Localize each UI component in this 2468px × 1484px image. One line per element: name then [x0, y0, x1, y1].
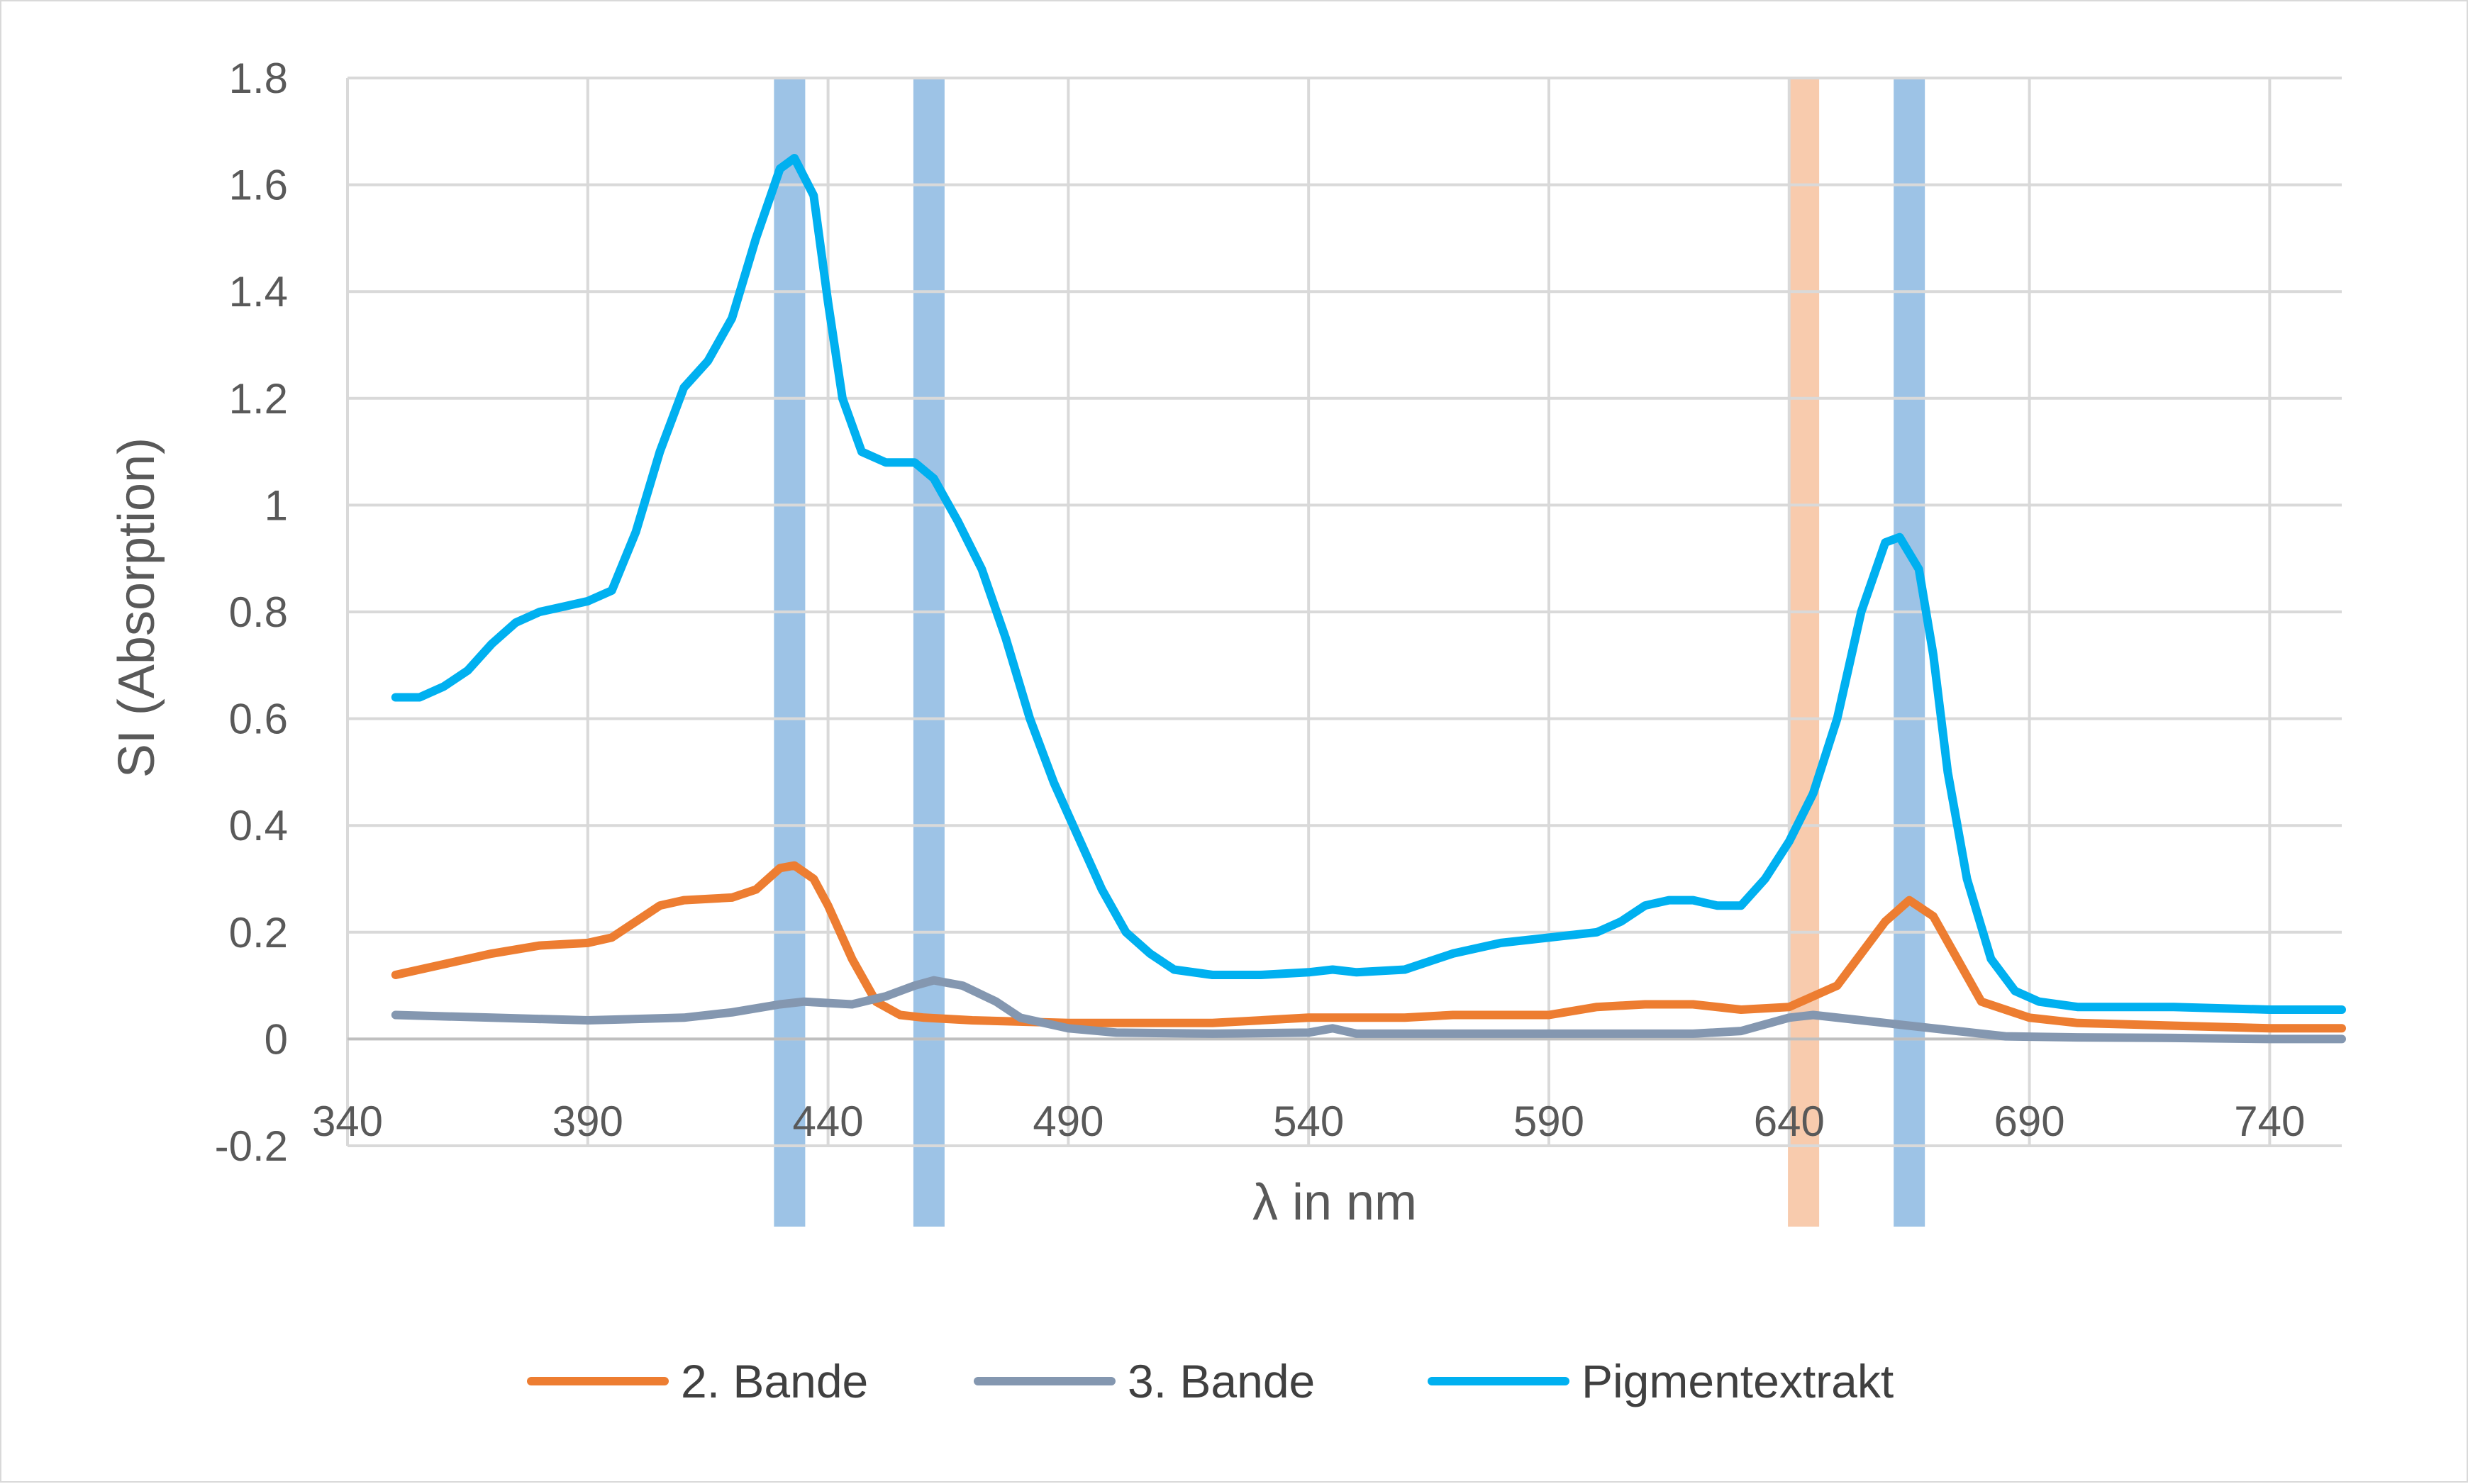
y-tick-label: 1.8 [229, 55, 288, 102]
series-line-1 [391, 976, 2346, 1044]
x-tick-label: 690 [1994, 1098, 2065, 1145]
y-tick-label: 0 [265, 1015, 288, 1063]
highlight-bands [774, 77, 1925, 1227]
series-line-0 [391, 861, 2346, 1033]
y-tick-label: 1.4 [229, 268, 288, 316]
legend-label-1: 3. Bande [1128, 1355, 1315, 1407]
legend: 2. Bande 3. Bande Pigmentextrakt [527, 1355, 1894, 1407]
tick-labels: -0.2 0 0.2 0.4 0.6 0.8 1 1.2 1.4 1.6 1.8 340 390 440 4… [215, 55, 2306, 1170]
highlight-band-2 [1788, 77, 1820, 1227]
gridlines [346, 77, 2342, 1147]
y-tick-label: 1.6 [229, 162, 288, 209]
x-tick-label: 540 [1273, 1098, 1344, 1145]
highlight-band-3 [1894, 77, 1925, 1227]
legend-label-0: 2. Bande [681, 1355, 868, 1407]
series-line-2 [391, 154, 2346, 1014]
y-tick-label: 0.6 [229, 696, 288, 743]
x-tick-label: 740 [2234, 1098, 2305, 1145]
x-tick-label: 590 [1513, 1098, 1584, 1145]
y-tick-label: 1.2 [229, 375, 288, 423]
y-tick-label: 0.4 [229, 802, 288, 849]
y-tick-label: -0.2 [215, 1122, 288, 1170]
legend-label-2: Pigmentextrakt [1582, 1355, 1894, 1407]
x-axis-title: λ in nm [1252, 1174, 1417, 1231]
x-tick-label: 390 [552, 1098, 623, 1145]
x-tick-label: 490 [1033, 1098, 1104, 1145]
highlight-band-1 [913, 77, 945, 1227]
y-axis-title: SI (Absorption) [109, 437, 165, 778]
y-tick-label: 0.2 [229, 909, 288, 956]
y-tick-label: 1 [265, 481, 288, 529]
x-tick-label: 340 [312, 1098, 383, 1145]
x-tick-label: 640 [1754, 1098, 1825, 1145]
x-tick-label: 440 [793, 1098, 864, 1145]
y-tick-label: 0.8 [229, 588, 288, 636]
highlight-band-0 [774, 77, 806, 1227]
series-lines [391, 154, 2346, 1044]
